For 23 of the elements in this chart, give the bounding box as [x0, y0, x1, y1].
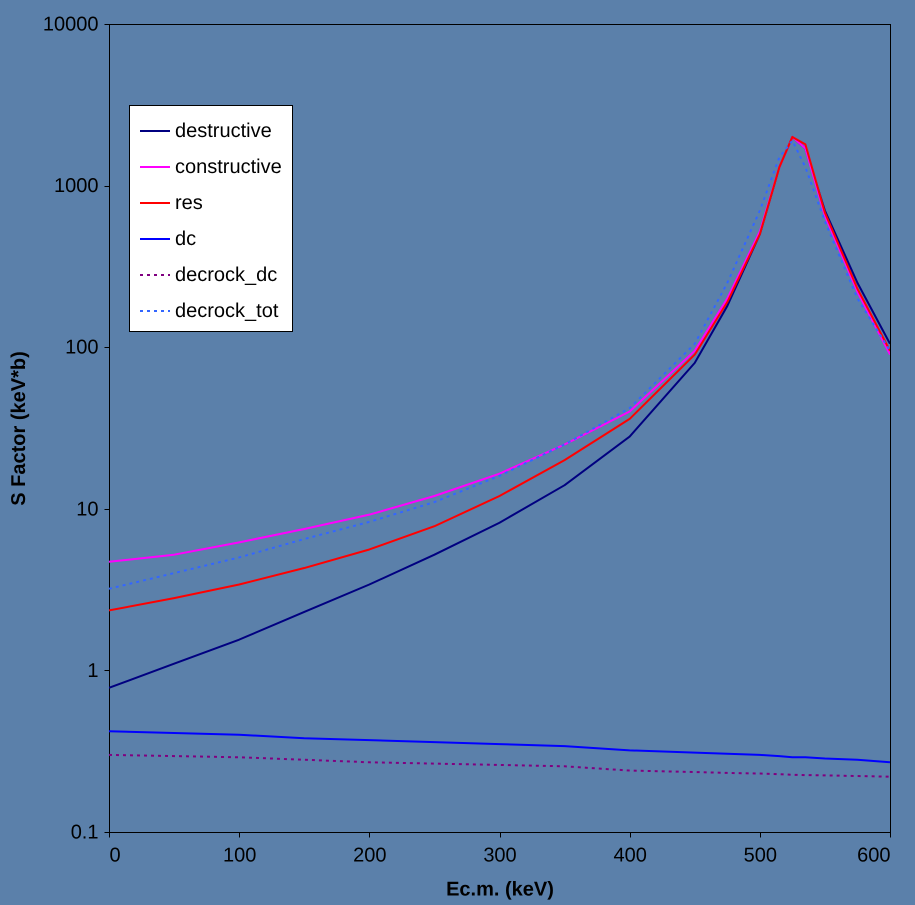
x-tick-label: 0 [110, 844, 121, 866]
y-axis-title: S Factor (keV*b) [8, 351, 30, 506]
line-series [109, 754, 890, 778]
legend-label: destructive [175, 120, 272, 142]
x-tick-label: 500 [744, 844, 778, 866]
y-tick-label: 10 [76, 498, 98, 520]
legend-label: dc [175, 228, 196, 250]
legend-label: decrock_dc [175, 264, 278, 286]
legend-label: res [175, 192, 203, 214]
x-tick-label: 200 [353, 844, 387, 866]
y-tick-label: 1000 [54, 175, 98, 198]
legend-label: decrock_tot [175, 300, 279, 322]
x-tick-label: 400 [613, 844, 647, 866]
line-series [109, 730, 890, 764]
y-tick-label: 10000 [42, 14, 98, 36]
x-tick-label: 600 [857, 844, 890, 866]
y-tick-label: 1 [87, 660, 98, 682]
y-tick-label: 100 [65, 336, 98, 359]
x-tick-label: 300 [483, 844, 517, 866]
x-axis-title: Ec.m. (keV) [446, 878, 554, 900]
y-tick-label: 0.1 [70, 822, 98, 844]
x-tick-label: 100 [222, 844, 256, 866]
legend-label: constructive [175, 156, 282, 178]
